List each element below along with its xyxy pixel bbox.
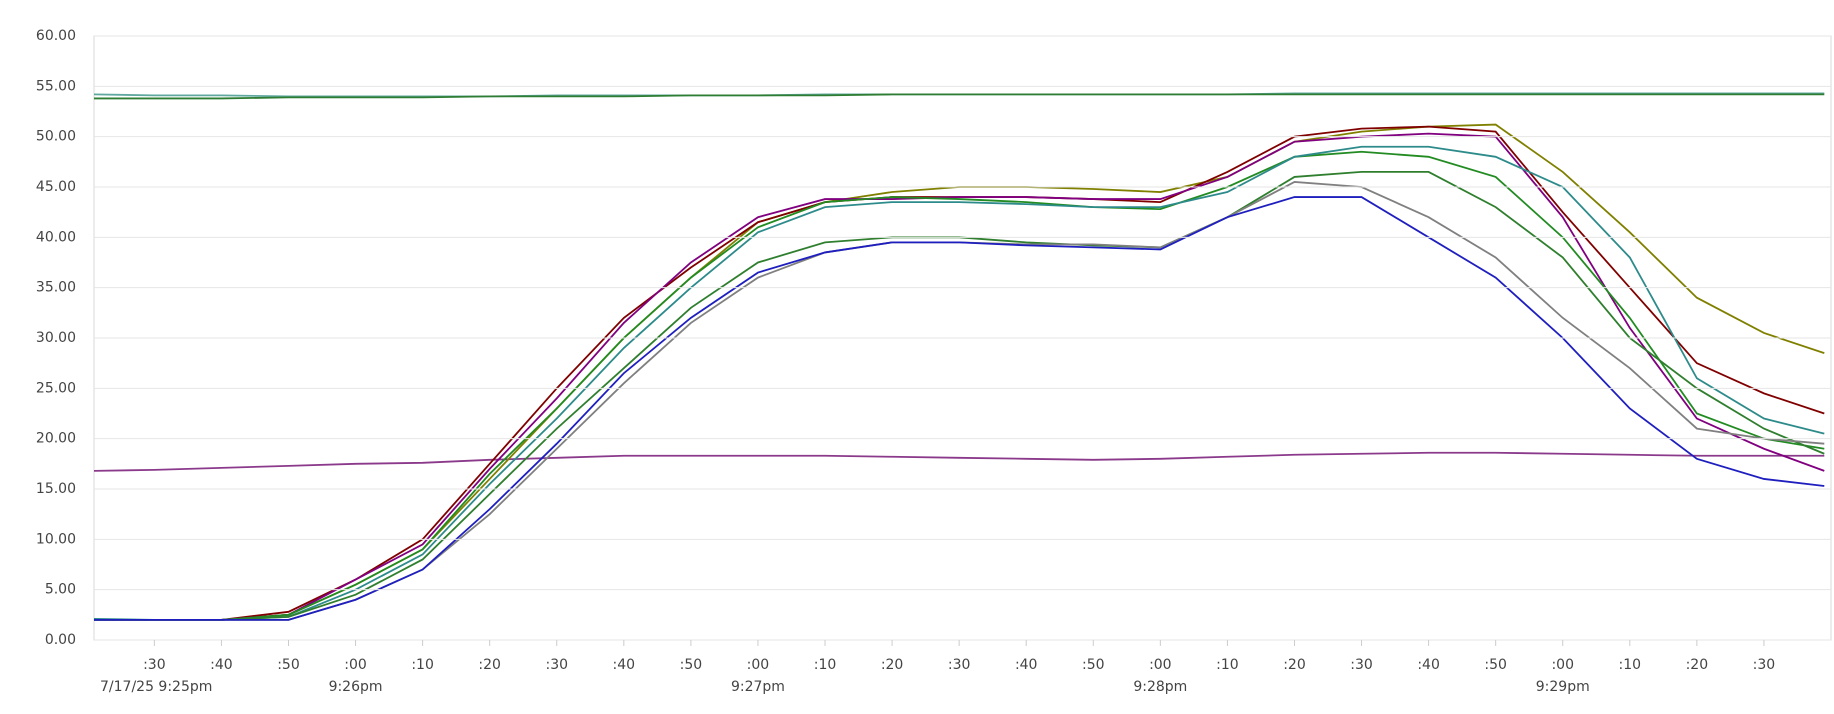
y-tick-label: 15.00 xyxy=(36,481,76,497)
x-tick-label: :00 xyxy=(747,657,770,673)
x-tick-label: :30 xyxy=(143,657,166,673)
series-line xyxy=(94,451,1825,472)
series-line xyxy=(94,125,1825,621)
y-tick-label: 0.00 xyxy=(45,632,76,648)
y-tick-label: 25.00 xyxy=(36,380,76,396)
y-tick-label: 55.00 xyxy=(36,78,76,94)
series-line xyxy=(94,145,1825,621)
y-tick-label: 30.00 xyxy=(36,330,76,346)
x-tick-label: :10 xyxy=(411,657,434,673)
y-tick-label: 60.00 xyxy=(36,28,76,44)
y-tick-label: 40.00 xyxy=(36,229,76,245)
x-tick-label: :20 xyxy=(1283,657,1306,673)
x-tick-label: :00 xyxy=(344,657,367,673)
y-tick-label: 35.00 xyxy=(36,280,76,296)
x-tick-label: :10 xyxy=(1619,657,1642,673)
x-major-label: 9:29pm xyxy=(1536,679,1590,695)
x-tick-label: :30 xyxy=(1753,657,1776,673)
x-tick-label: :00 xyxy=(1551,657,1574,673)
x-tick-label: :20 xyxy=(478,657,501,673)
x-tick-label: :20 xyxy=(1686,657,1709,673)
x-tick-label: :30 xyxy=(1350,657,1373,673)
x-major-label: 9:27pm xyxy=(731,679,785,695)
series-line xyxy=(94,132,1825,621)
x-tick-label: :30 xyxy=(948,657,971,673)
y-tick-label: 5.00 xyxy=(45,582,76,598)
x-tick-label: :40 xyxy=(1417,657,1440,673)
lines xyxy=(94,92,1825,621)
x-major-label: 9:28pm xyxy=(1133,679,1187,695)
x-tick-label: :20 xyxy=(881,657,904,673)
x-tick-label: :50 xyxy=(1082,657,1105,673)
series-line xyxy=(94,93,1825,100)
y-tick-label: 10.00 xyxy=(36,531,76,547)
x-major-label: 9:26pm xyxy=(329,679,383,695)
x-tick-label: :50 xyxy=(277,657,300,673)
y-tick-label: 50.00 xyxy=(36,129,76,145)
x-tick-label: :40 xyxy=(1015,657,1038,673)
x-tick-label: :50 xyxy=(1484,657,1507,673)
x-tick-label: :40 xyxy=(210,657,233,673)
x-major-label: 7/17/25 9:25pm xyxy=(100,679,212,695)
x-tick-label: :50 xyxy=(680,657,703,673)
series-line xyxy=(94,150,1825,621)
series-line xyxy=(94,181,1825,621)
x-tick-label: :40 xyxy=(613,657,636,673)
y-tick-label: 20.00 xyxy=(36,431,76,447)
x-tick-label: :00 xyxy=(1149,657,1172,673)
y-tick-label: 45.00 xyxy=(36,179,76,195)
x-tick-label: :10 xyxy=(814,657,837,673)
x-tick-label: :30 xyxy=(545,657,568,673)
x-tick-label: :10 xyxy=(1216,657,1239,673)
